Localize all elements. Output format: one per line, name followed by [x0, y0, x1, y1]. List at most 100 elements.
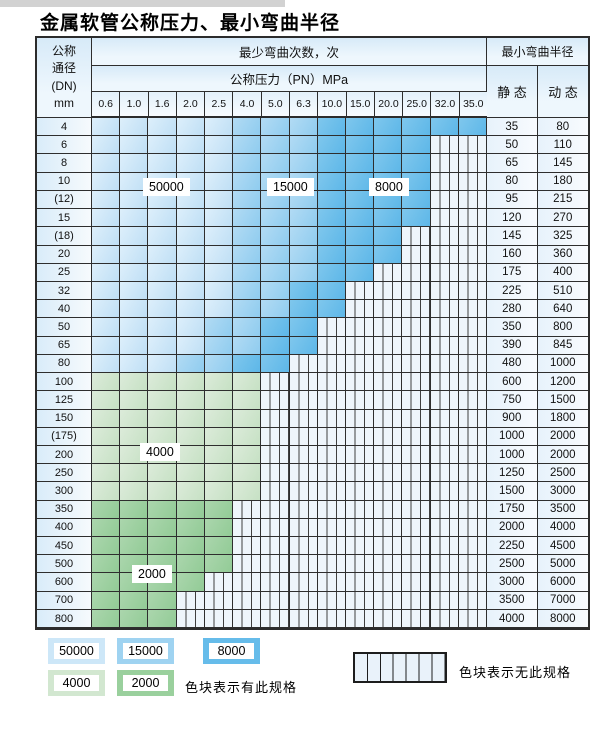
grid-cell-no-spec: [261, 391, 290, 410]
grid-cell-50000: [204, 136, 234, 155]
grid-cell-8000: [317, 190, 346, 210]
grid-cells: [92, 500, 488, 519]
grid-cell-4000: [233, 464, 262, 483]
grid-cells: [92, 409, 488, 428]
dynamic-radius-value: 8000: [537, 609, 588, 629]
grid-cell-no-spec: [317, 482, 346, 501]
grid-cell-8000: [345, 263, 375, 282]
grid-cell-no-spec: [261, 500, 290, 519]
table-row: (18) 145 325: [37, 227, 588, 246]
grid-cell-no-spec: [204, 573, 234, 592]
grid-cell-no-spec: [261, 482, 290, 501]
static-radius-value: 2250: [487, 537, 538, 556]
grid-cell-4000: [92, 482, 121, 501]
grid-cell-4000: [233, 391, 262, 410]
grid-cell-no-spec: [402, 445, 431, 465]
grid-cell-4000: [176, 373, 205, 392]
legend-swatch-label: 2000: [123, 675, 168, 691]
grid-cell-no-spec: [374, 518, 403, 538]
grid-cell-2000: [120, 500, 149, 519]
grid-cell-50000: [176, 281, 205, 301]
table-row: 150 900 1800: [37, 409, 588, 428]
dn-cell: 450: [37, 537, 92, 556]
grid-cell-50000: [176, 154, 205, 173]
grid-cell-no-spec: [430, 609, 459, 629]
grid-cells: [92, 482, 488, 501]
grid-cell-no-spec: [289, 391, 318, 410]
grid-cell-no-spec: [374, 573, 403, 592]
grid-cell-no-spec: [458, 263, 488, 282]
grid-cell-15000: [233, 154, 262, 173]
grid-cell-15000: [233, 190, 262, 210]
grid-cell-8000: [345, 190, 375, 210]
grid-cell-2000: [204, 555, 234, 574]
pressure-bend-radius-table: 公称 通径 (DN) mm 最少弯曲次数，次 最小弯曲半径 公称压力（PN）MP…: [35, 36, 590, 630]
grid-cell-no-spec: [289, 609, 318, 629]
pressure-tick: 5.0: [261, 92, 290, 116]
dynamic-column-header: 动 态: [538, 66, 588, 118]
grid-cell-8000: [374, 245, 403, 264]
grid-cell-50000: [92, 154, 121, 173]
grid-cell-no-spec: [402, 373, 431, 392]
grid-cells: [92, 427, 488, 446]
grid-cell-4000: [148, 373, 177, 392]
legend-swatch-8000: 8000: [203, 638, 260, 664]
grid-cell-15000: [261, 154, 290, 173]
dn-cell: (18): [37, 227, 92, 246]
grid-cell-4000: [92, 409, 121, 428]
grid-cell-no-spec: [458, 555, 488, 574]
grid-cell-15000: [233, 281, 262, 301]
table-row: 6 50 110: [37, 136, 588, 155]
grid-cells: [92, 609, 488, 629]
grid-cell-no-spec: [233, 537, 262, 556]
dn-cell: 20: [37, 245, 92, 264]
grid-cells: [92, 318, 488, 337]
static-radius-value: 1500: [487, 482, 538, 501]
grid-cell-2000: [204, 537, 234, 556]
grid-cell-4000: [120, 464, 149, 483]
static-radius-value: 350: [487, 318, 538, 337]
grid-cell-50000: [148, 300, 177, 319]
grid-cell-8000: [317, 263, 346, 282]
grid-cell-no-spec: [430, 227, 459, 246]
grid-cell-4000: [204, 445, 234, 465]
bend-count-label: 8000: [369, 178, 409, 196]
grid-cell-no-spec: [345, 409, 375, 428]
grid-cell-no-spec: [289, 354, 318, 374]
grid-cell-no-spec: [317, 573, 346, 592]
grid-cell-no-spec: [374, 263, 403, 282]
grid-cell-8000: [289, 281, 318, 301]
grid-cell-50000: [92, 209, 121, 228]
grid-cell-50000: [176, 118, 205, 137]
grid-cell-2000: [120, 591, 149, 610]
grid-cell-no-spec: [458, 409, 488, 428]
dn-cell: 80: [37, 354, 92, 374]
grid-cell-no-spec: [374, 500, 403, 519]
grid-cell-50000: [92, 136, 121, 155]
grid-cell-50000: [204, 172, 234, 191]
nominal-pressure-header: 公称压力（PN）MPa: [92, 66, 487, 92]
grid-cell-4000: [233, 427, 262, 446]
grid-cell-no-spec: [289, 555, 318, 574]
grid-cell-no-spec: [402, 555, 431, 574]
grid-cell-50000: [176, 263, 205, 282]
scan-artifact-strip: [0, 0, 285, 7]
grid-cell-no-spec: [430, 537, 459, 556]
grid-cell-15000: [289, 136, 318, 155]
grid-cell-no-spec: [374, 482, 403, 501]
table-row: 65 390 845: [37, 336, 588, 355]
grid-cell-2000: [176, 573, 205, 592]
grid-cell-2000: [92, 500, 121, 519]
grid-cell-8000: [345, 118, 375, 137]
grid-cells: [92, 354, 488, 374]
dn-cell: 40: [37, 300, 92, 319]
grid-cell-50000: [204, 190, 234, 210]
grid-cell-2000: [92, 555, 121, 574]
grid-cell-no-spec: [402, 482, 431, 501]
grid-cell-50000: [204, 245, 234, 264]
grid-cell-no-spec: [430, 573, 459, 592]
dn-cell: 4: [37, 118, 92, 137]
grid-cell-8000: [402, 118, 431, 137]
grid-cell-15000: [261, 136, 290, 155]
static-radius-value: 900: [487, 409, 538, 428]
